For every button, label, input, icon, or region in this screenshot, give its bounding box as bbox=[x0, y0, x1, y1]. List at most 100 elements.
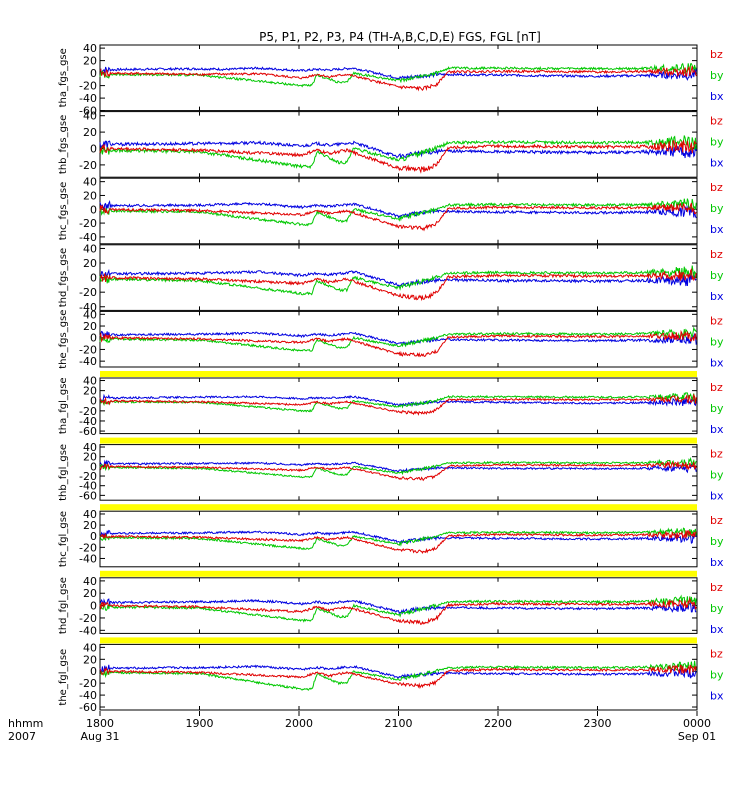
legend-by: by bbox=[710, 269, 724, 282]
series-by bbox=[99, 326, 697, 352]
x-tick-sublabel: Sep 01 bbox=[678, 730, 716, 743]
y-axis-label: thd_fgs_gse bbox=[58, 248, 69, 307]
x-axis-title-1: hhmm bbox=[8, 717, 43, 730]
legend-bx: bx bbox=[710, 623, 724, 636]
series-by bbox=[99, 456, 697, 479]
series-bx bbox=[99, 529, 697, 544]
legend-bx: bx bbox=[710, 423, 724, 436]
panel-separator bbox=[100, 504, 697, 511]
y-tick-label: -40 bbox=[79, 92, 97, 105]
legend-by: by bbox=[710, 402, 724, 415]
panel-separator bbox=[100, 570, 697, 577]
legend-by: by bbox=[710, 202, 724, 215]
legend-bz: bz bbox=[710, 48, 723, 61]
y-tick-label: -20 bbox=[79, 677, 97, 690]
legend-bz: bz bbox=[710, 647, 723, 660]
y-tick-label: -40 bbox=[79, 689, 97, 702]
y-tick-label: -40 bbox=[79, 415, 97, 428]
y-tick-label: -20 bbox=[79, 541, 97, 554]
y-axis-label: the_fgs_gse bbox=[58, 310, 69, 369]
y-tick-label: 0 bbox=[90, 665, 97, 678]
y-tick-label: -40 bbox=[79, 624, 97, 637]
y-tick-label: 40 bbox=[83, 508, 97, 521]
y-tick-label: 20 bbox=[83, 320, 97, 333]
y-tick-label: 0 bbox=[90, 395, 97, 408]
x-tick-label: 0000 bbox=[683, 717, 711, 730]
y-tick-label: 0 bbox=[90, 332, 97, 345]
y-tick-label: 40 bbox=[83, 42, 97, 55]
y-tick-label: 0 bbox=[90, 460, 97, 473]
y-tick-label: -20 bbox=[79, 286, 97, 299]
series-bz bbox=[99, 596, 697, 626]
series-bx bbox=[99, 199, 697, 219]
y-tick-label: 40 bbox=[83, 641, 97, 654]
y-tick-label: 40 bbox=[83, 242, 97, 255]
y-tick-label: -20 bbox=[79, 470, 97, 483]
legend-bz: bz bbox=[710, 181, 723, 194]
y-tick-label: -60 bbox=[79, 701, 97, 714]
y-tick-label: -20 bbox=[79, 217, 97, 230]
y-tick-label: 20 bbox=[83, 126, 97, 139]
series-by bbox=[99, 660, 697, 691]
y-axis-label: tha_fgl_gse bbox=[58, 377, 69, 434]
y-tick-label: -20 bbox=[79, 80, 97, 93]
x-tick-label: 2100 bbox=[385, 717, 413, 730]
y-tick-label: 40 bbox=[83, 308, 97, 321]
legend-bz: bz bbox=[710, 381, 723, 394]
y-tick-label: 40 bbox=[83, 375, 97, 388]
series-bz bbox=[99, 65, 697, 92]
y-tick-label: 20 bbox=[83, 385, 97, 398]
legend-bz: bz bbox=[710, 514, 723, 527]
y-tick-label: 20 bbox=[83, 55, 97, 68]
series-bz bbox=[99, 329, 697, 358]
series-bz bbox=[99, 460, 697, 482]
y-tick-label: -20 bbox=[79, 159, 97, 172]
y-tick-label: -60 bbox=[79, 425, 97, 438]
y-tick-label: -60 bbox=[79, 489, 97, 502]
legend-bx: bx bbox=[710, 290, 724, 303]
legend-by: by bbox=[710, 136, 724, 149]
y-axis-label: thd_fgl_gse bbox=[58, 577, 69, 634]
x-tick-label: 2200 bbox=[484, 717, 512, 730]
y-tick-label: 20 bbox=[83, 257, 97, 270]
legend-bx: bx bbox=[710, 90, 724, 103]
series-bz bbox=[99, 529, 697, 554]
series-bx bbox=[99, 140, 697, 159]
series-bx bbox=[99, 598, 697, 615]
y-tick-label: -20 bbox=[79, 343, 97, 356]
panel-separator bbox=[100, 437, 697, 444]
legend-bx: bx bbox=[710, 556, 724, 569]
y-tick-label: -40 bbox=[79, 301, 97, 314]
y-tick-label: 0 bbox=[90, 272, 97, 285]
x-tick-label: 2300 bbox=[584, 717, 612, 730]
legend-by: by bbox=[710, 602, 724, 615]
y-tick-label: 40 bbox=[83, 176, 97, 189]
series-bx bbox=[99, 459, 697, 474]
series-bx bbox=[99, 66, 697, 81]
y-tick-label: 20 bbox=[83, 653, 97, 666]
legend-bx: bx bbox=[710, 689, 724, 702]
panel-thd_fgs_gse: 40 20 0-20 -40 thd_fgs_gse bz by bx bbox=[58, 242, 724, 313]
y-tick-label: 20 bbox=[83, 189, 97, 202]
panel-frame bbox=[99, 310, 698, 368]
series-bz bbox=[99, 664, 697, 689]
chart-title: P5, P1, P2, P3, P4 (TH-A,B,C,D,E) FGS, F… bbox=[259, 30, 541, 44]
legend-by: by bbox=[710, 668, 724, 681]
x-axis-title-2: 2007 bbox=[8, 730, 36, 743]
y-axis-label: tha_fgs_gse bbox=[58, 48, 69, 107]
legend-bx: bx bbox=[710, 223, 724, 236]
y-tick-label: 20 bbox=[83, 451, 97, 464]
series-by bbox=[99, 198, 697, 227]
panel-separator bbox=[100, 637, 697, 644]
series-bz bbox=[99, 267, 697, 302]
series-by bbox=[99, 527, 697, 551]
series-bx bbox=[99, 330, 697, 345]
y-tick-label: -20 bbox=[79, 405, 97, 418]
y-tick-label: -60 bbox=[79, 105, 97, 118]
series-bz bbox=[99, 393, 697, 416]
